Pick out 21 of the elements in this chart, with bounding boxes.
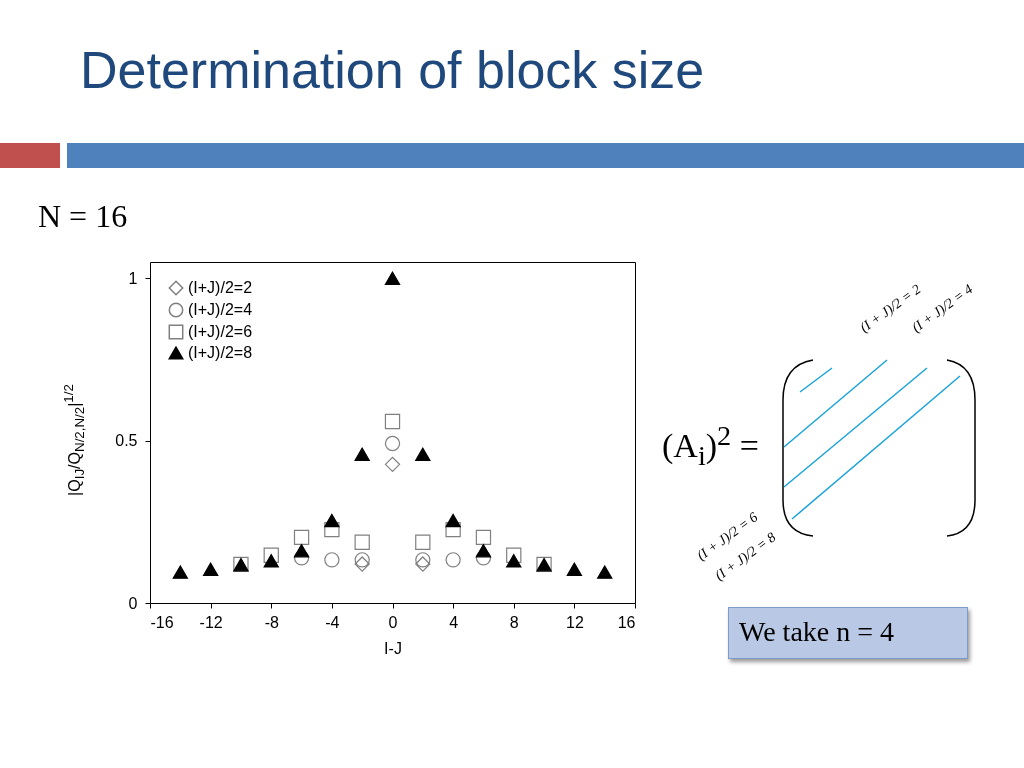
legend-label: (I+J)/2=8 xyxy=(188,344,253,361)
y-tick-label: 1 xyxy=(128,269,138,287)
text: N = 16 xyxy=(38,198,128,235)
x-tick-label: 8 xyxy=(509,613,519,631)
chart-title: Determination of block size xyxy=(80,40,705,100)
x-tick-label: -12 xyxy=(199,613,223,631)
text: We take n = 4 xyxy=(728,607,968,659)
legend-label: (I+J)/2=4 xyxy=(188,301,253,318)
x-tick-label: 12 xyxy=(565,613,584,631)
x-tick-label: -16 xyxy=(150,613,174,631)
y-tick-label: 0 xyxy=(128,594,138,612)
text: (A$_{i}$)$^{2}$ = xyxy=(662,420,759,473)
x-tick-label: 16 xyxy=(617,613,636,631)
x-axis-title: I-J xyxy=(384,639,402,657)
legend-label: (I+J)/2=2 xyxy=(188,279,253,296)
x-tick-label: -4 xyxy=(325,613,340,631)
legend-label: (I+J)/2=6 xyxy=(188,323,253,340)
y-tick-label: 0.5 xyxy=(115,432,138,450)
x-tick-label: 0 xyxy=(388,613,398,631)
x-tick-label: 4 xyxy=(449,613,459,631)
x-tick-label: -8 xyxy=(264,613,279,631)
